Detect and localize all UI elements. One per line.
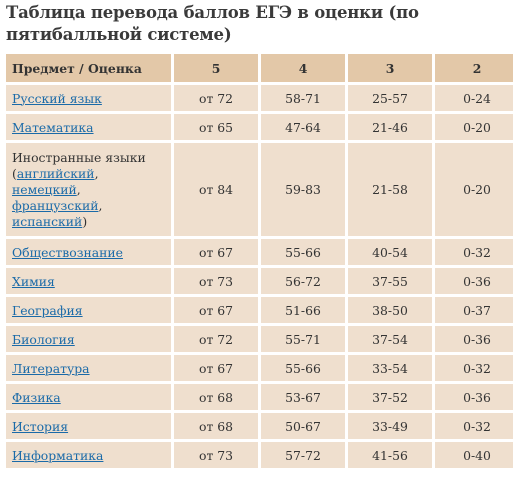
grade-2-cell: 0-24 <box>435 85 513 111</box>
grade-4-cell: 59-83 <box>261 143 345 236</box>
table-row: Информатика от 73 57-72 41-56 0-40 <box>6 442 513 468</box>
table-row: Физика от 68 53-67 37-52 0-36 <box>6 384 513 410</box>
grade-4-cell: 58-71 <box>261 85 345 111</box>
subject-cell: Биология <box>6 326 171 352</box>
grade-2-cell: 0-40 <box>435 442 513 468</box>
subject-label-suffix: ) <box>82 213 88 229</box>
grade-5-cell: от 73 <box>174 442 258 468</box>
grade-4-cell: 57-72 <box>261 442 345 468</box>
grade-5-cell: от 72 <box>174 326 258 352</box>
subject-link-math[interactable]: Математика <box>12 119 94 135</box>
subject-cell: История <box>6 413 171 439</box>
grade-2-cell: 0-36 <box>435 326 513 352</box>
table-row: Обществознание от 67 55-66 40-54 0-32 <box>6 239 513 265</box>
grade-3-cell: 41-56 <box>348 442 432 468</box>
subject-link-spanish[interactable]: испанский <box>12 213 83 229</box>
grade-4-cell: 56-72 <box>261 268 345 294</box>
grade-2-cell: 0-37 <box>435 297 513 323</box>
grade-2-cell: 0-36 <box>435 268 513 294</box>
subject-link-history[interactable]: История <box>12 418 69 434</box>
subject-cell: Русский язык <box>6 85 171 111</box>
subject-cell: Математика <box>6 114 171 140</box>
header-grade-5: 5 <box>174 54 258 82</box>
subject-link-german[interactable]: немецкий <box>12 181 77 197</box>
grade-4-cell: 55-66 <box>261 239 345 265</box>
subject-link-biology[interactable]: Биология <box>12 331 75 347</box>
grade-4-cell: 55-66 <box>261 355 345 381</box>
subject-link-chemistry[interactable]: Химия <box>12 273 55 289</box>
page-title: Таблица перевода баллов ЕГЭ в оценки (по… <box>6 3 419 44</box>
subject-link-social[interactable]: Обществознание <box>12 244 123 260</box>
subject-link-physics[interactable]: Физика <box>12 389 61 405</box>
subject-cell: Обществознание <box>6 239 171 265</box>
subject-link-informatics[interactable]: Информатика <box>12 447 104 463</box>
table-row: История от 68 50-67 33-49 0-32 <box>6 413 513 439</box>
grade-3-cell: 37-52 <box>348 384 432 410</box>
grade-5-cell: от 67 <box>174 297 258 323</box>
grade-5-cell: от 65 <box>174 114 258 140</box>
table-row: Литература от 67 55-66 33-54 0-32 <box>6 355 513 381</box>
table-row: Химия от 73 56-72 37-55 0-36 <box>6 268 513 294</box>
table-header-row: Предмет / Оценка 5 4 3 2 <box>6 54 513 82</box>
subject-cell: Литература <box>6 355 171 381</box>
header-grade-4: 4 <box>261 54 345 82</box>
grade-4-cell: 55-71 <box>261 326 345 352</box>
grade-2-cell: 0-36 <box>435 384 513 410</box>
header-grade-2: 2 <box>435 54 513 82</box>
table-row: География от 67 51-66 38-50 0-37 <box>6 297 513 323</box>
subject-label-foreign: Иностранные языки ( <box>12 149 146 181</box>
table-row: Русский язык от 72 58-71 25-57 0-24 <box>6 85 513 111</box>
grade-5-cell: от 67 <box>174 355 258 381</box>
grade-4-cell: 51-66 <box>261 297 345 323</box>
table-row: Математика от 65 47-64 21-46 0-20 <box>6 114 513 140</box>
grade-2-cell: 0-32 <box>435 239 513 265</box>
grade-5-cell: от 68 <box>174 413 258 439</box>
grade-3-cell: 21-58 <box>348 143 432 236</box>
grade-5-cell: от 68 <box>174 384 258 410</box>
subject-cell: Химия <box>6 268 171 294</box>
subject-cell: Информатика <box>6 442 171 468</box>
grade-5-cell: от 73 <box>174 268 258 294</box>
subject-link-english[interactable]: английский <box>16 165 95 181</box>
table-row: Иностранные языки (английский, немецкий,… <box>6 143 513 236</box>
subject-cell: Иностранные языки (английский, немецкий,… <box>6 143 171 236</box>
grade-2-cell: 0-20 <box>435 143 513 236</box>
subject-link-geography[interactable]: География <box>12 302 83 318</box>
grade-4-cell: 50-67 <box>261 413 345 439</box>
table-row: Биология от 72 55-71 37-54 0-36 <box>6 326 513 352</box>
grade-3-cell: 33-49 <box>348 413 432 439</box>
grades-table: Предмет / Оценка 5 4 3 2 Русский язык от… <box>3 51 513 471</box>
grade-3-cell: 33-54 <box>348 355 432 381</box>
grade-3-cell: 37-54 <box>348 326 432 352</box>
grade-3-cell: 25-57 <box>348 85 432 111</box>
subject-cell: Физика <box>6 384 171 410</box>
grade-2-cell: 0-32 <box>435 355 513 381</box>
grade-5-cell: от 67 <box>174 239 258 265</box>
grade-2-cell: 0-32 <box>435 413 513 439</box>
grade-5-cell: от 84 <box>174 143 258 236</box>
grade-3-cell: 40-54 <box>348 239 432 265</box>
grade-4-cell: 53-67 <box>261 384 345 410</box>
header-grade-3: 3 <box>348 54 432 82</box>
grade-2-cell: 0-20 <box>435 114 513 140</box>
grade-3-cell: 38-50 <box>348 297 432 323</box>
header-subject: Предмет / Оценка <box>6 54 171 82</box>
grade-5-cell: от 72 <box>174 85 258 111</box>
grade-3-cell: 21-46 <box>348 114 432 140</box>
subject-link-french[interactable]: французский <box>12 197 99 213</box>
grade-4-cell: 47-64 <box>261 114 345 140</box>
grade-3-cell: 37-55 <box>348 268 432 294</box>
subject-link-literature[interactable]: Литература <box>12 360 90 376</box>
subject-link-russian[interactable]: Русский язык <box>12 90 102 106</box>
subject-cell: География <box>6 297 171 323</box>
